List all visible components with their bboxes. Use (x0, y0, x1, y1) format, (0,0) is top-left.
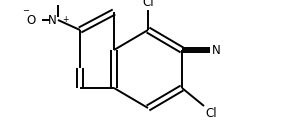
Text: −: − (22, 6, 30, 15)
Text: +: + (62, 15, 68, 24)
Text: O: O (53, 0, 63, 1)
Text: Cl: Cl (205, 107, 217, 120)
Text: N: N (48, 14, 57, 26)
Text: N: N (212, 43, 221, 56)
Text: Cl: Cl (142, 0, 154, 9)
Text: O: O (27, 14, 36, 26)
